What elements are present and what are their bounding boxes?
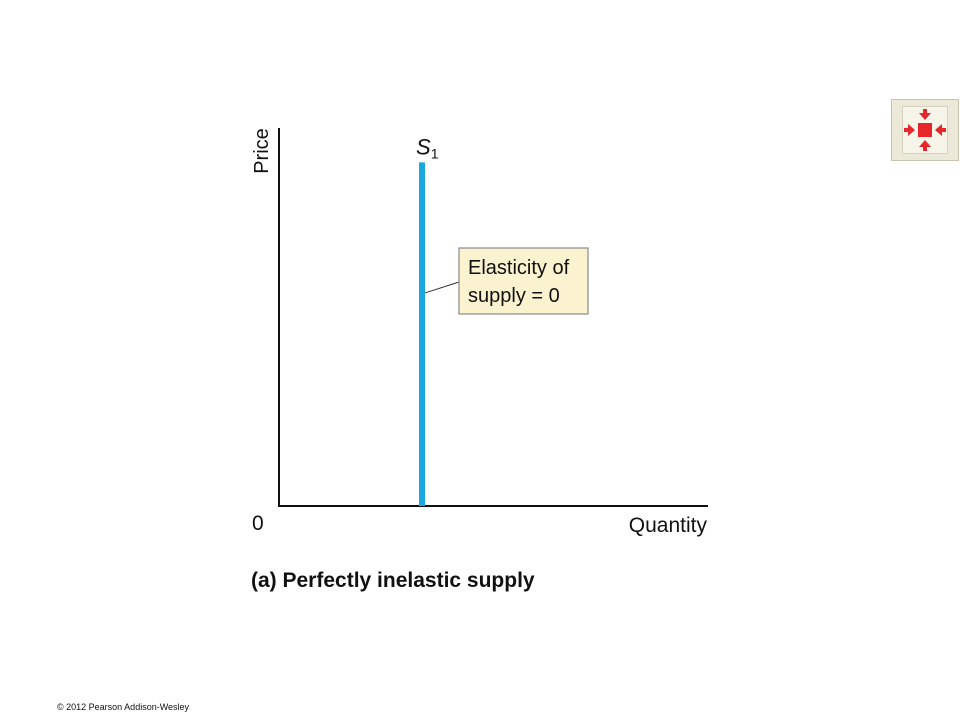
origin-label: 0 bbox=[252, 512, 264, 535]
supply-curve-label: S1 bbox=[416, 134, 439, 161]
x-axis-label: Quantity bbox=[629, 514, 708, 537]
callout-line-1: Elasticity of bbox=[468, 257, 570, 279]
copyright-notice: © 2012 Pearson Addison-Wesley bbox=[57, 702, 190, 712]
callout-box bbox=[458, 247, 589, 315]
y-axis-label: Price bbox=[251, 128, 273, 174]
callout-leader-line bbox=[424, 281, 460, 294]
fullscreen-button-frame bbox=[902, 106, 948, 154]
fullscreen-button[interactable] bbox=[891, 99, 959, 161]
chart-title: (a) Perfectly inelastic supply bbox=[251, 569, 535, 592]
fullscreen-arrows-icon bbox=[904, 109, 946, 151]
callout-line-2: supply = 0 bbox=[468, 285, 560, 307]
